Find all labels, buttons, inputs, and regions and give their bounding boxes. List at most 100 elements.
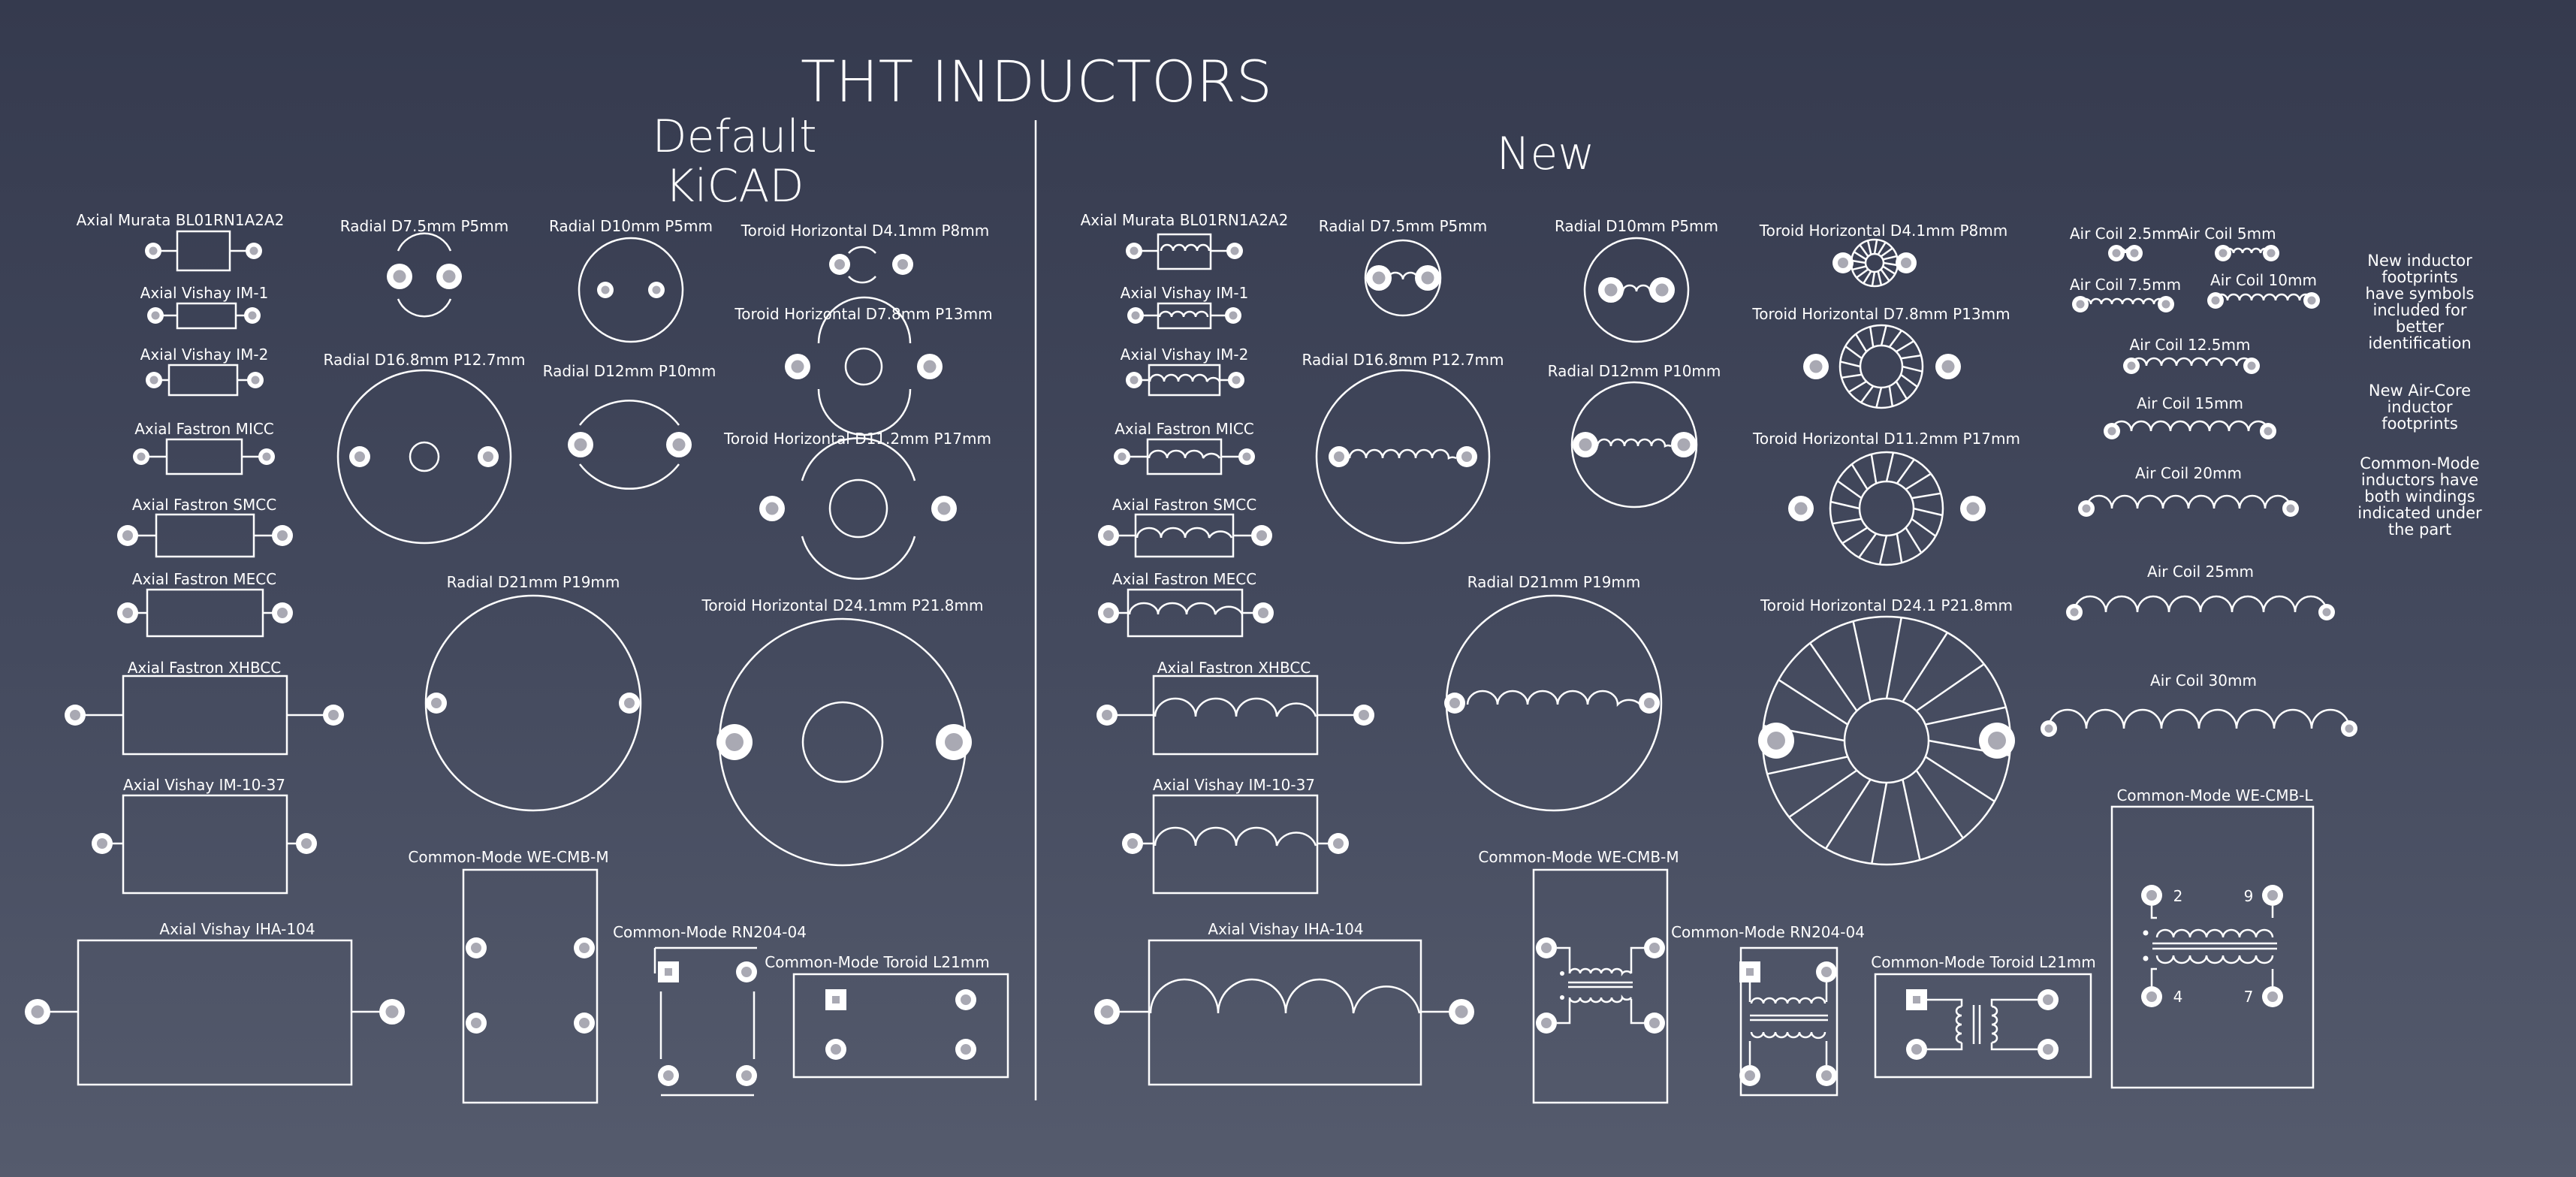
label-air-coil-15mm: Air Coil 15mm: [2137, 394, 2243, 412]
label-new-axial-fastron-micc: Axial Fastron MICC: [1115, 420, 1254, 438]
fp-default-toroid-d241: Toroid Horizontal D24.1mm P21.8mm: [701, 596, 983, 867]
label-new-axial-fastron-smcc: Axial Fastron SMCC: [1112, 496, 1256, 514]
fp-default-cm-wecmbm: Common-Mode WE-CMB-M: [408, 848, 609, 1104]
note-aircore-line2: inductor: [2387, 398, 2452, 416]
toroid-winding-line: [1841, 373, 1863, 379]
label-cm-rn204: Common-Mode RN204-04: [613, 923, 807, 941]
label-air-coil-25mm: Air Coil 25mm: [2147, 563, 2254, 581]
toroid-winding-line: [1766, 756, 1848, 775]
toroid-winding-line: [1902, 365, 1923, 373]
toroid-winding-line: [1809, 642, 1858, 712]
toroid-winding-line: [1869, 326, 1875, 348]
toroid-winding-line: [1845, 346, 1863, 360]
toroid-winding-line: [1895, 381, 1908, 400]
section-default-line2: KiCAD: [665, 160, 804, 213]
fp-air-coil-5mm: Air Coil 5mm: [2179, 225, 2279, 261]
label-axial-vishay-im10: Axial Vishay IM-10-37: [123, 776, 285, 794]
toroid-winding-line: [1902, 779, 1921, 861]
toroid-winding-line: [1851, 259, 1866, 264]
fp-default-radial-d21: Radial D21mm P19mm: [424, 573, 642, 812]
toroid-winding-line: [1882, 255, 1897, 261]
label-new-axial-murata: Axial Murata BL01RN1A2A2: [1081, 211, 1289, 229]
fp-default-axial-vishay-im10: Axial Vishay IM-10-37: [92, 776, 317, 895]
toroid-winding-line: [1900, 373, 1918, 388]
toroid-winding-line: [1836, 480, 1863, 499]
toroid-winding-line: [1856, 268, 1869, 279]
label-axial-fastron-xhbcc: Axial Fastron XHBCC: [128, 659, 282, 677]
note-commonmode-line5: the part: [2388, 521, 2451, 539]
fp-new-cm-toroid: Common-Mode Toroid L21mm: [1871, 953, 2096, 1079]
fp-air-coil-30mm: Air Coil 30mm: [2041, 671, 2357, 737]
note-aircore: New Air-Core inductor footprints: [2369, 382, 2471, 433]
fp-new-axial-vishay-iha: Axial Vishay IHA-104: [1094, 920, 1474, 1086]
label-axial-murata: Axial Murata BL01RN1A2A2: [77, 211, 285, 229]
toroid-winding-line: [1788, 769, 1858, 818]
toroid-winding-line: [1875, 387, 1883, 408]
pin-label-7: 7: [2244, 988, 2254, 1006]
toroid-winding-line: [1848, 380, 1867, 394]
toroid-winding-line: [1825, 779, 1872, 850]
toroid-winding-line: [1888, 330, 1902, 348]
toroid-winding-line: [1880, 247, 1893, 258]
fp-new-radial-d168: Radial D16.8mm P12.7mm: [1302, 351, 1504, 545]
fp-default-radial-d168: Radial D16.8mm P12.7mm: [324, 351, 525, 545]
section-new: New: [1497, 128, 1595, 180]
toroid-winding-line: [1842, 527, 1869, 545]
toroid-winding-line: [1913, 507, 1943, 517]
toroid-winding-line: [1852, 265, 1867, 271]
fp-default-toroid-d112: Toroid Horizontal D11.2mm P17mm: [723, 430, 991, 580]
label-toroid-d41: Toroid Horizontal D4.1mm P8mm: [741, 222, 989, 240]
toroid-winding-line: [1880, 325, 1887, 346]
toroid-winding-line: [1888, 385, 1894, 407]
label-radial-d10: Radial D10mm P5mm: [549, 217, 713, 235]
fp-new-axial-fastron-smcc: Axial Fastron SMCC: [1098, 496, 1272, 558]
label-axial-fastron-mecc: Axial Fastron MECC: [132, 570, 276, 588]
fp-air-coil-12-5mm: Air Coil 12.5mm: [2123, 336, 2260, 374]
toroid-winding-line: [1915, 663, 1985, 712]
toroid-winding-line: [1902, 632, 1948, 702]
label-new-axial-vishay-im10: Axial Vishay IM-10-37: [1153, 776, 1315, 794]
label-new-cm-wecmbm: Common-Mode WE-CMB-M: [1478, 848, 1679, 866]
note-symbols-line5: better: [2396, 318, 2445, 336]
pin-label-9: 9: [2244, 887, 2254, 905]
toroid-winding-line: [1858, 533, 1878, 559]
label-new-toroid-d241: Toroid Horizontal D24.1 P21.8mm: [1760, 596, 2013, 614]
label-new-radial-d75: Radial D7.5mm P5mm: [1319, 217, 1487, 235]
fp-new-axial-fastron-mecc: Axial Fastron MECC: [1098, 570, 1274, 638]
toroid-winding-line: [1840, 361, 1861, 368]
fp-default-axial-vishay-iha: Axial Vishay IHA-104: [25, 920, 405, 1086]
label-axial-vishay-im1: Axial Vishay IM-1: [140, 284, 269, 302]
toroid-winding-line: [1925, 706, 2007, 726]
fp-new-toroid-d41: Toroid Horizontal D4.1mm P8mm: [1759, 222, 2007, 288]
fp-new-cm-rn204: Common-Mode RN204-04: [1671, 923, 1865, 1097]
label-air-coil-7-5mm: Air Coil 7.5mm: [2070, 276, 2181, 294]
label-cm-wecmbl: Common-Mode WE-CMB-L: [2116, 786, 2313, 804]
fp-new-axial-murata: Axial Murata BL01RN1A2A2: [1081, 211, 1289, 270]
label-new-radial-d10: Radial D10mm P5mm: [1555, 217, 1718, 235]
toroid-winding-line: [1905, 527, 1923, 554]
label-new-toroid-d112: Toroid Horizontal D11.2mm P17mm: [1752, 430, 2020, 448]
toroid-winding-line: [1877, 270, 1883, 285]
note-symbols-line2: footprints: [2381, 268, 2458, 286]
fp-new-radial-d75: Radial D7.5mm P5mm: [1319, 217, 1487, 317]
toroid-winding-line: [1896, 340, 1914, 353]
label-new-axial-fastron-mecc: Axial Fastron MECC: [1112, 570, 1256, 588]
label-new-toroid-d41: Toroid Horizontal D4.1mm P8mm: [1759, 222, 2007, 240]
fp-new-cm-wecmbl: Common-Mode WE-CMB-L 2 9 4 7: [2110, 786, 2315, 1089]
toroid-winding-line: [1896, 458, 1915, 484]
fp-air-coil-15mm: Air Coil 15mm: [2104, 394, 2276, 439]
toroid-winding-line: [1871, 271, 1876, 287]
fp-new-radial-d21: Radial D21mm P19mm: [1444, 573, 1663, 812]
fp-new-axial-vishay-im10: Axial Vishay IM-10-37: [1122, 776, 1349, 895]
label-toroid-d78: Toroid Horizontal D7.8mm P13mm: [734, 305, 992, 323]
label-air-coil-10mm: Air Coil 10mm: [2210, 271, 2317, 289]
label-new-axial-fastron-xhbcc: Axial Fastron XHBCC: [1157, 659, 1311, 677]
label-axial-fastron-smcc: Axial Fastron SMCC: [132, 496, 276, 514]
note-symbols-line6: identification: [2368, 334, 2471, 352]
fp-air-coil-10mm: Air Coil 10mm: [2207, 271, 2320, 309]
fp-air-coil-2-5mm: Air Coil 2.5mm: [2070, 225, 2181, 261]
note-commonmode-line2: inductors have: [2361, 471, 2478, 489]
toroid-winding-line: [1863, 270, 1872, 284]
label-air-coil-20mm: Air Coil 20mm: [2135, 464, 2242, 482]
